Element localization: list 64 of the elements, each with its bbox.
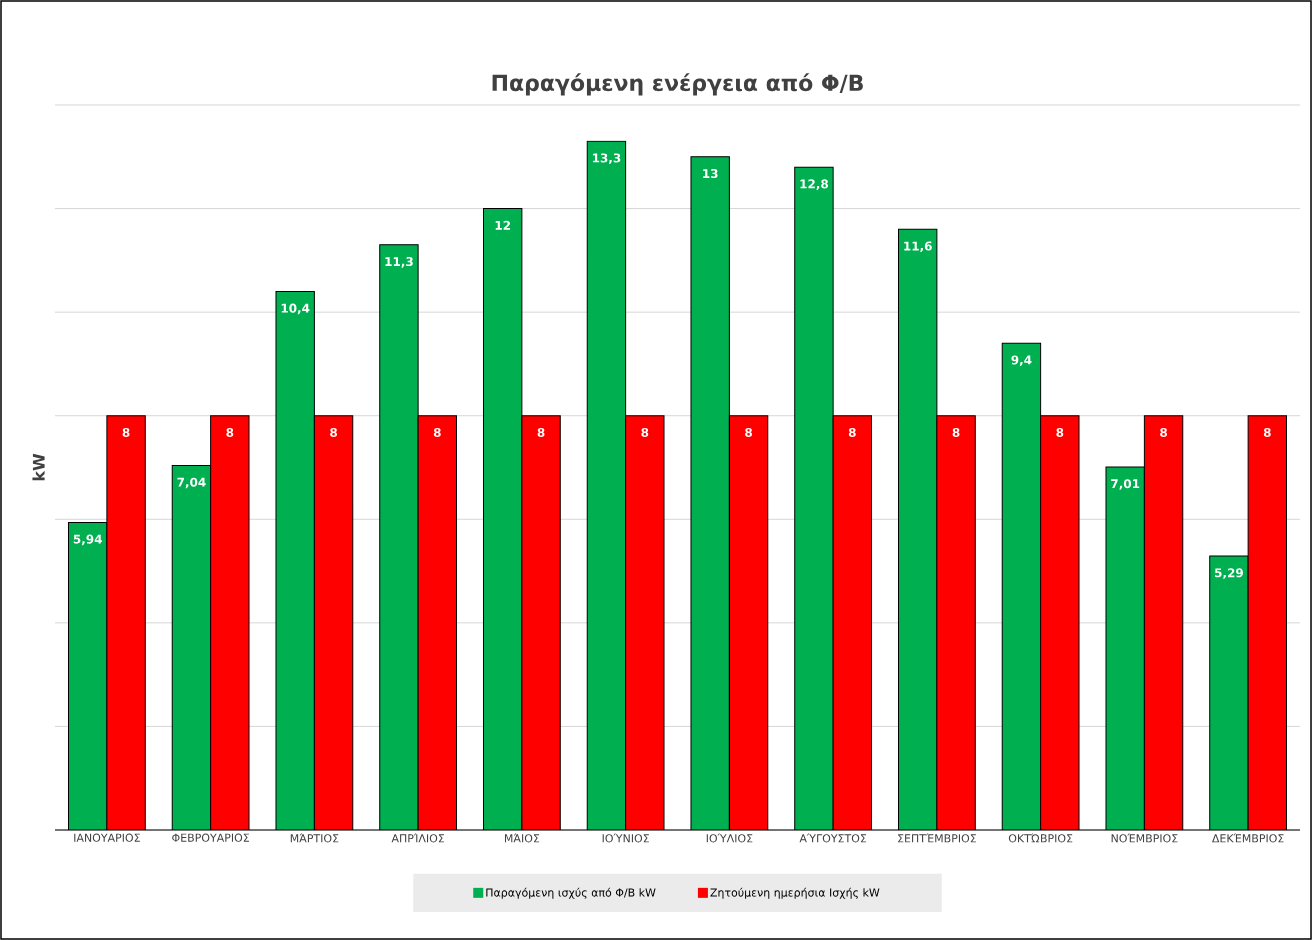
bar	[897, 228, 938, 830]
bar	[1105, 466, 1145, 830]
bar	[171, 464, 212, 830]
data-label: 12,8	[800, 179, 828, 190]
bar	[67, 521, 108, 830]
data-label: 13,3	[592, 153, 621, 165]
bar	[210, 415, 250, 830]
bar	[521, 415, 561, 830]
bar	[936, 415, 976, 830]
data-label: 8	[122, 427, 130, 437]
data-label: 5,29	[1215, 568, 1243, 579]
data-label: 5,94	[73, 534, 102, 546]
data-label: 12	[495, 220, 510, 230]
bar	[1001, 342, 1042, 830]
y-axis-title: kW	[32, 453, 45, 481]
data-label: 8	[226, 427, 234, 437]
bar	[417, 415, 458, 830]
bar	[794, 166, 834, 830]
data-label: 8	[641, 427, 649, 437]
x-tick-label: ΜΆΡΤΙΟΣ	[290, 833, 339, 843]
x-tick-label: ΣΕΠΤΈΜΒΡΙΟΣ	[898, 833, 976, 843]
x-tick-label: ΙΟΎΛΙΟΣ	[706, 833, 753, 843]
x-tick-label: ΟΚΤΏΒΡΙΟΣ	[1008, 833, 1073, 843]
x-tick-label: ΝΟΈΜΒΡΙΟΣ	[1111, 833, 1178, 843]
legend-label: Παραγόμενη ισχύς από Φ/Β kW	[486, 887, 656, 899]
data-label: 8	[848, 427, 856, 437]
bar	[275, 290, 315, 830]
data-label: 8	[1056, 427, 1064, 437]
x-tick-label: ΑΠΡΊΛΙΟΣ	[391, 833, 445, 843]
bar	[379, 244, 419, 830]
bar	[625, 415, 665, 830]
bar	[1040, 415, 1080, 830]
data-label: 8	[537, 427, 545, 437]
bar	[1209, 555, 1249, 830]
x-tick-label: ΙΟΎΝΙΟΣ	[602, 833, 649, 843]
bar	[586, 140, 627, 830]
x-tick-label: ΔΕΚΈΜΒΡΙΟΣ	[1212, 833, 1284, 843]
data-label: 8	[433, 427, 441, 437]
bar	[832, 415, 873, 830]
data-label: 8	[952, 427, 960, 437]
data-label: 7,04	[177, 477, 206, 489]
bar	[313, 415, 354, 830]
bar	[1247, 415, 1288, 830]
data-label: 8	[745, 427, 752, 437]
data-label: 11,6	[904, 241, 932, 253]
x-tick-label: ΦΕΒΡΟΥΑΡΙΟΣ	[172, 833, 249, 842]
data-label: 10,4	[281, 303, 310, 315]
data-label: 11,3	[385, 257, 413, 268]
legend-label: Ζητούμενη ημερήσια Ισχής kW	[710, 887, 880, 899]
bar	[1143, 415, 1184, 830]
x-tick-label: ΑΎΓΟΥΣΤΟΣ	[799, 833, 867, 843]
data-label: 7,01	[1111, 479, 1140, 490]
data-label: 8	[1263, 427, 1271, 437]
bar	[482, 208, 523, 830]
bar	[690, 156, 730, 830]
bar	[106, 415, 146, 830]
chart-title: Παραγόμενη ενέργεια από Φ/Β	[492, 73, 863, 96]
data-label: 13	[703, 168, 718, 179]
data-label: 8	[330, 427, 337, 437]
data-label: 8	[1160, 427, 1167, 437]
x-tick-label: ΜΆΙΟΣ	[504, 833, 540, 843]
bar	[728, 415, 769, 830]
data-label: 9,4	[1011, 355, 1032, 367]
x-tick-label: ΙΑΝΟΥΑΡΙΟΣ	[74, 833, 140, 842]
